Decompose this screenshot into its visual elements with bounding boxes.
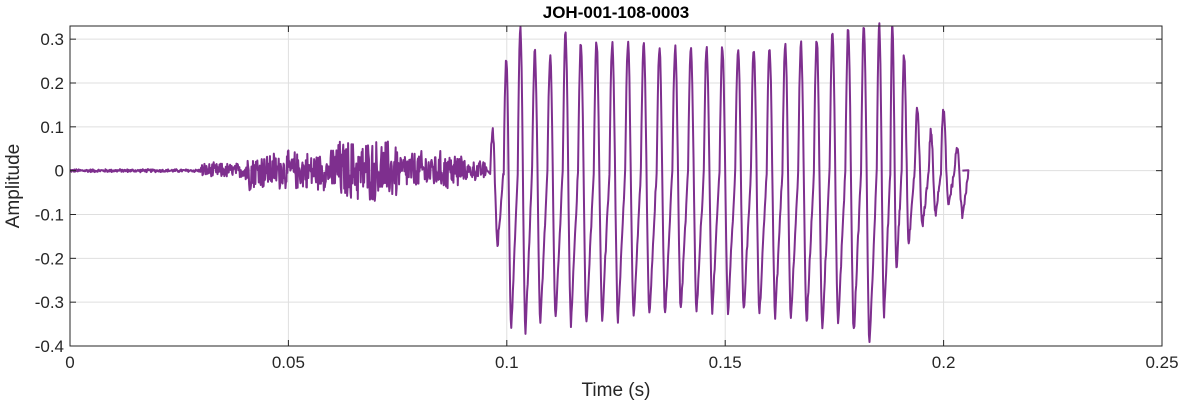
y-tick-label: -0.1 [35, 205, 64, 224]
x-tick-label: 0.1 [495, 353, 519, 372]
waveform-series-line [69, 22, 970, 344]
y-axis: -0.4 -0.3 -0.2 -0.1 0 0.1 0.2 0.3 [35, 30, 1162, 356]
y-tick-label: 0 [55, 162, 64, 181]
x-axis: 0 0.05 0.1 0.15 0.2 0.25 [65, 26, 1179, 372]
chart-title: JOH-001-108-0003 [543, 3, 689, 22]
y-tick-label: 0.3 [40, 30, 64, 49]
y-axis-label: Amplitude [3, 144, 24, 229]
y-tick-label: 0.1 [40, 118, 64, 137]
y-tick-label: -0.4 [35, 337, 64, 356]
x-tick-label: 0.25 [1145, 353, 1178, 372]
y-tick-label: -0.3 [35, 293, 64, 312]
x-tick-label: 0.15 [709, 353, 742, 372]
x-axis-label: Time (s) [582, 380, 651, 401]
plot-frame [69, 25, 1163, 347]
y-tick-label: 0.2 [40, 74, 64, 93]
y-tick-label: -0.2 [35, 249, 64, 268]
waveform [69, 22, 970, 344]
x-tick-label: 0.05 [272, 353, 305, 372]
x-tick-label: 0 [65, 353, 74, 372]
x-tick-label: 0.2 [932, 353, 956, 372]
